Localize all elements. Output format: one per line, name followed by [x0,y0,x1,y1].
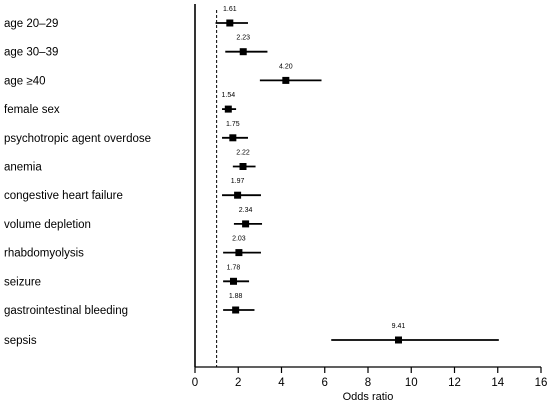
x-tick-label: 4 [278,377,285,389]
point-estimate [226,19,234,27]
point-estimate [229,277,237,285]
x-axis-title: Odds ratio [343,391,394,403]
or-value-label: 9.41 [392,323,406,330]
point-estimate [239,163,247,170]
or-value-label: 2.22 [236,150,250,157]
point-estimate [282,76,290,84]
x-tick-label: 0 [192,377,198,389]
category-label: anemia [4,162,42,174]
point-estimate [239,48,247,56]
point-estimate [224,105,232,113]
x-tick-label: 2 [235,377,241,389]
x-tick-label: 6 [322,377,328,389]
x-tick-label: 14 [491,377,504,389]
category-label: female sex [4,104,60,116]
or-value-label: 1.61 [223,6,237,13]
x-tick-label: 16 [535,377,548,389]
x-axis: 0 2 4 6 8 10 12 14 16 [192,4,548,389]
category-labels: age 20–29 age 30–39 age ≥40 female sex psych… [4,18,151,347]
or-value-label: 4.20 [279,63,293,70]
category-label: age ≥40 [4,75,46,87]
point-estimate [229,134,237,142]
or-value-label: 1.97 [231,178,245,185]
x-tick-label: 10 [405,377,418,389]
category-label: seizure [4,276,41,288]
category-label: age 20–29 [4,18,58,30]
point-estimate [394,336,402,344]
or-value-label: 2.23 [236,35,250,42]
category-label: sepsis [4,335,37,347]
category-label: rhabdomyolysis [4,248,84,260]
or-value-label: 1.88 [229,293,243,300]
or-value-label: 2.03 [232,236,246,243]
category-label: volume depletion [4,219,91,231]
category-label: gastrointestinal bleeding [4,305,128,317]
point-estimate [232,306,240,314]
or-value-label: 2.34 [239,207,253,214]
or-value-label: 1.78 [227,264,241,271]
category-label: psychotropic agent overdose [4,133,151,145]
or-value-label: 1.54 [221,92,235,99]
point-estimate [234,191,242,199]
x-tick-label: 8 [365,377,371,389]
category-label: congestive heart failure [4,190,123,202]
point-estimate [242,220,250,228]
point-estimate [235,249,243,257]
category-label: age 30–39 [4,47,58,59]
or-value-label: 1.75 [226,121,240,128]
estimates: 1.61 2.23 4.20 1.54 1.75 2.22 1.97 2.34 2.03 1.78… [215,6,499,344]
x-tick-label: 12 [448,377,461,389]
